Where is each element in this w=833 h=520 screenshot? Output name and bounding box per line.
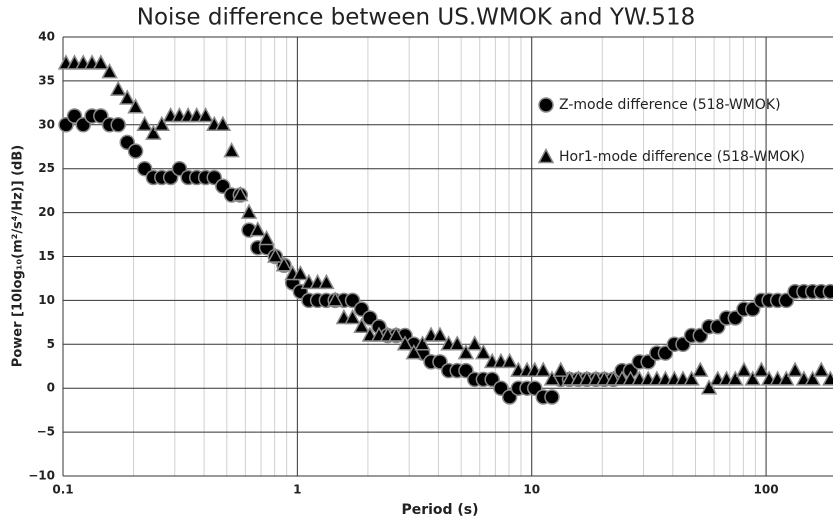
data-point bbox=[692, 361, 709, 377]
data-point bbox=[396, 335, 414, 351]
x-tick-label: 0.1 bbox=[52, 483, 73, 497]
data-point bbox=[249, 221, 267, 237]
data-point bbox=[475, 343, 492, 360]
y-tick-label: 25 bbox=[38, 161, 55, 175]
legend-label: Hor1-mode difference (518-WMOK) bbox=[559, 149, 805, 165]
data-point bbox=[700, 379, 718, 395]
data-point bbox=[292, 264, 309, 281]
y-tick-label: 40 bbox=[38, 30, 55, 44]
data-point bbox=[223, 142, 240, 158]
y-tick-label: 15 bbox=[38, 249, 55, 263]
data-point bbox=[275, 256, 293, 272]
data-point bbox=[145, 124, 162, 140]
data-point bbox=[744, 370, 761, 386]
data-point bbox=[822, 283, 833, 300]
data-point bbox=[786, 361, 804, 377]
data-point bbox=[457, 343, 475, 360]
y-tick-label: 0 bbox=[47, 381, 55, 395]
y-tick-label: 5 bbox=[47, 337, 55, 351]
y-tick-label: 30 bbox=[38, 117, 55, 131]
data-point bbox=[136, 115, 153, 132]
y-axis-label: Power [10log₁₀(m²/s⁴/Hz)] (dB) bbox=[11, 145, 26, 367]
data-point bbox=[431, 326, 449, 342]
data-point bbox=[326, 291, 344, 307]
x-axis-label: Period (s) bbox=[401, 502, 478, 518]
legend-marker bbox=[537, 147, 555, 164]
data-point bbox=[501, 352, 518, 369]
y-tick-label: −10 bbox=[28, 469, 55, 483]
data-point bbox=[534, 361, 552, 377]
legend-marker bbox=[538, 97, 554, 113]
data-point bbox=[344, 308, 361, 325]
data-point bbox=[544, 389, 560, 405]
y-tick-label: 20 bbox=[38, 205, 55, 219]
data-point bbox=[822, 370, 833, 386]
x-tick-label: 10 bbox=[523, 483, 540, 497]
data-point bbox=[552, 361, 569, 377]
x-tick-label: 100 bbox=[754, 483, 779, 497]
data-point bbox=[214, 115, 232, 132]
data-point bbox=[197, 106, 214, 123]
data-point bbox=[267, 247, 284, 263]
data-point bbox=[353, 317, 370, 333]
data-point bbox=[110, 117, 126, 133]
data-point bbox=[318, 273, 335, 290]
y-tick-label: 35 bbox=[38, 73, 55, 87]
data-point bbox=[127, 98, 144, 114]
data-point bbox=[101, 63, 118, 79]
data-point bbox=[232, 185, 249, 202]
data-point bbox=[127, 143, 144, 159]
data-point bbox=[448, 335, 466, 351]
data-point bbox=[92, 54, 110, 70]
data-point bbox=[466, 335, 483, 351]
data-point bbox=[240, 203, 258, 219]
data-point bbox=[727, 370, 744, 386]
data-point bbox=[778, 370, 795, 386]
data-point bbox=[405, 343, 423, 360]
x-tick-label: 1 bbox=[293, 483, 301, 497]
data-point bbox=[109, 80, 127, 96]
legend-label: Z-mode difference (518-WMOK) bbox=[559, 97, 781, 113]
chart-title: Noise difference between US.WMOK and YW.… bbox=[137, 5, 695, 31]
data-point bbox=[804, 370, 821, 386]
data-point bbox=[153, 115, 171, 132]
y-tick-label: −5 bbox=[37, 425, 55, 439]
data-point bbox=[753, 361, 770, 377]
data-point bbox=[387, 326, 405, 342]
data-point bbox=[813, 361, 830, 377]
data-point bbox=[735, 361, 753, 377]
data-point bbox=[683, 370, 700, 386]
y-tick-label: 10 bbox=[38, 293, 55, 307]
data-point bbox=[258, 229, 275, 246]
data-point bbox=[543, 370, 561, 386]
data-point bbox=[414, 335, 431, 351]
data-point bbox=[118, 89, 136, 105]
